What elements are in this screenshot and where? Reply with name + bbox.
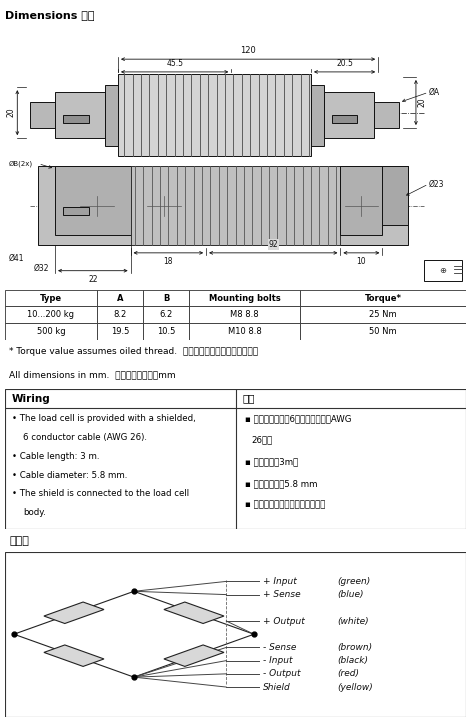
- Bar: [143, 306, 189, 324]
- Polygon shape: [44, 645, 104, 666]
- Text: 25 Nm: 25 Nm: [369, 311, 397, 319]
- Text: 20.5: 20.5: [336, 59, 353, 68]
- Text: ▪ 屏蔽线与称重传感器本体相连。: ▪ 屏蔽线与称重传感器本体相连。: [245, 500, 325, 510]
- Bar: [300, 290, 466, 306]
- Text: * Torque value assumes oiled thread.  力矩値是假设在油螺紹情况下。: * Torque value assumes oiled thread. 力矩値…: [9, 348, 259, 356]
- Text: B: B: [163, 293, 170, 303]
- Text: 6 conductor cable (AWG 26).: 6 conductor cable (AWG 26).: [23, 433, 147, 442]
- Bar: [311, 85, 324, 146]
- Text: ▪ 电缆长度：3m。: ▪ 电缆长度：3m。: [245, 458, 298, 466]
- Bar: [64, 115, 89, 123]
- Text: 20: 20: [7, 108, 16, 117]
- Bar: [5, 306, 97, 324]
- Text: 500 kg: 500 kg: [37, 327, 65, 337]
- Text: 120: 120: [240, 46, 256, 55]
- Bar: [189, 290, 300, 306]
- Text: M8 8.8: M8 8.8: [230, 311, 259, 319]
- Text: body.: body.: [23, 508, 46, 517]
- Polygon shape: [164, 602, 224, 623]
- Text: (white): (white): [337, 617, 369, 626]
- Bar: [97, 306, 143, 324]
- Bar: [300, 306, 466, 324]
- Bar: [424, 261, 462, 281]
- Text: - Input: - Input: [263, 656, 292, 665]
- Text: 接线图: 接线图: [9, 536, 29, 546]
- Bar: [189, 306, 300, 324]
- Bar: [55, 92, 106, 138]
- Text: Ø41: Ø41: [9, 253, 24, 262]
- Text: (red): (red): [337, 670, 359, 678]
- Text: 19.5: 19.5: [111, 327, 130, 337]
- Bar: [374, 103, 399, 128]
- Text: 8.2: 8.2: [114, 311, 127, 319]
- Bar: [106, 85, 118, 146]
- Bar: [97, 324, 143, 340]
- Bar: [38, 167, 407, 245]
- Text: 45.5: 45.5: [166, 59, 183, 68]
- Text: Torque*: Torque*: [365, 293, 402, 303]
- Bar: [324, 92, 374, 138]
- Text: + Sense: + Sense: [263, 590, 301, 599]
- Text: + Output: + Output: [263, 617, 305, 626]
- Polygon shape: [164, 645, 224, 666]
- Text: 6.2: 6.2: [160, 311, 173, 319]
- Text: A: A: [117, 293, 123, 303]
- Text: (brown): (brown): [337, 643, 372, 652]
- Text: ØA: ØA: [429, 88, 439, 97]
- Text: • The load cell is provided with a shielded,: • The load cell is provided with a shiel…: [12, 414, 195, 423]
- Text: 50 Nm: 50 Nm: [369, 327, 397, 337]
- Text: 10...200 kg: 10...200 kg: [27, 311, 74, 319]
- Text: 20: 20: [418, 98, 427, 107]
- Text: (blue): (blue): [337, 590, 364, 599]
- Text: 10: 10: [357, 257, 366, 266]
- Text: 连接: 连接: [243, 394, 255, 403]
- Text: (black): (black): [337, 656, 368, 665]
- Bar: [30, 103, 55, 128]
- Text: - Sense: - Sense: [263, 643, 297, 652]
- Bar: [130, 167, 341, 245]
- Bar: [55, 167, 130, 235]
- Bar: [97, 290, 143, 306]
- Text: (yellow): (yellow): [337, 683, 373, 691]
- Text: ▪ 称重传感器专用6芯屏蔽电缆线（AWG: ▪ 称重传感器专用6芯屏蔽电缆线（AWG: [245, 414, 351, 423]
- Bar: [118, 75, 311, 156]
- Text: 26）。: 26）。: [252, 436, 273, 445]
- Text: Wiring: Wiring: [12, 394, 50, 403]
- Text: 10.5: 10.5: [157, 327, 176, 337]
- Text: ▪ 电缆直径为：5.8 mm: ▪ 电缆直径为：5.8 mm: [245, 479, 317, 488]
- Text: M10 8.8: M10 8.8: [228, 327, 261, 337]
- Text: ØB(2x): ØB(2x): [9, 160, 33, 167]
- Text: 18: 18: [163, 257, 173, 266]
- Text: All dimensions in mm.  所有尺寸单位为：mm: All dimensions in mm. 所有尺寸单位为：mm: [9, 371, 176, 379]
- Text: Ø23: Ø23: [429, 180, 444, 188]
- Bar: [332, 115, 357, 123]
- Text: • Cable diameter: 5.8 mm.: • Cable diameter: 5.8 mm.: [12, 471, 127, 479]
- Bar: [5, 324, 97, 340]
- Bar: [143, 290, 189, 306]
- Bar: [143, 324, 189, 340]
- Text: Mounting bolts: Mounting bolts: [209, 293, 281, 303]
- Bar: [382, 167, 407, 225]
- Text: Shield: Shield: [263, 683, 291, 691]
- Text: Dimensions 尺寸: Dimensions 尺寸: [5, 10, 94, 20]
- Bar: [300, 324, 466, 340]
- Bar: [189, 324, 300, 340]
- Text: 92: 92: [268, 240, 278, 249]
- Text: • The shield is connected to the load cell: • The shield is connected to the load ce…: [12, 489, 189, 498]
- Text: Type: Type: [40, 293, 62, 303]
- Text: + Input: + Input: [263, 577, 297, 586]
- Text: (green): (green): [337, 577, 370, 586]
- Bar: [341, 167, 382, 235]
- Polygon shape: [44, 602, 104, 623]
- Text: 22: 22: [88, 274, 97, 284]
- Text: Ø32: Ø32: [34, 264, 49, 273]
- Bar: [5, 290, 97, 306]
- Text: ⊕: ⊕: [440, 266, 447, 275]
- Text: - Output: - Output: [263, 670, 300, 678]
- Text: • Cable length: 3 m.: • Cable length: 3 m.: [12, 452, 99, 460]
- Bar: [64, 207, 89, 214]
